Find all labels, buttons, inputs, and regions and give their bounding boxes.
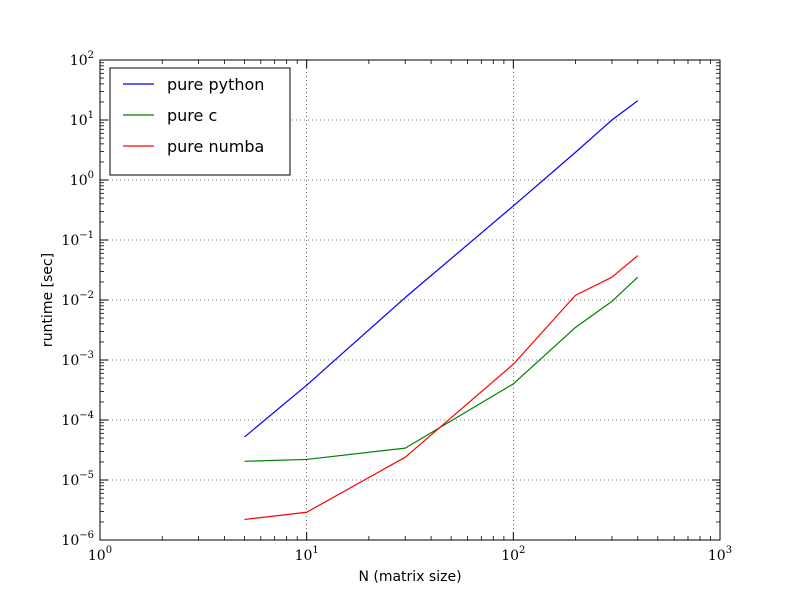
legend-label: pure python [167, 75, 264, 94]
x-tick-label: 100 [88, 545, 112, 564]
legend: pure python pure c pure numba [109, 67, 291, 176]
series-line-pure-python [244, 100, 639, 438]
series-lines [244, 100, 639, 521]
x-tick-label: 102 [501, 545, 525, 564]
y-tick-label: 10−6 [61, 530, 94, 549]
tick-marks [99, 59, 721, 541]
series-line-pure-numba [244, 255, 639, 521]
y-tick-label: 10−4 [61, 410, 94, 429]
y-tick-label: 10−1 [61, 230, 94, 249]
grid-lines [100, 60, 720, 540]
x-axis-label: N (matrix size) [358, 569, 461, 585]
x-tick-label: 101 [295, 545, 319, 564]
x-tick-labels: 100 101 102 103 [88, 545, 732, 564]
legend-label: pure numba [167, 137, 264, 156]
y-tick-label: 10−3 [61, 350, 94, 369]
y-axis-label: runtime [sec] [40, 253, 56, 347]
series-line-pure-c [244, 276, 639, 462]
y-tick-labels: 10−6 10−5 10−4 10−3 10−2 10−1 100 101 102 [61, 50, 94, 549]
y-tick-label: 101 [70, 110, 94, 129]
legend-label: pure c [167, 106, 217, 125]
legend-box [109, 67, 291, 176]
y-tick-label: 102 [70, 50, 94, 69]
y-tick-label: 10−5 [61, 470, 94, 489]
y-tick-label: 100 [70, 170, 94, 189]
y-tick-label: 10−2 [61, 290, 94, 309]
x-tick-label: 103 [708, 545, 732, 564]
